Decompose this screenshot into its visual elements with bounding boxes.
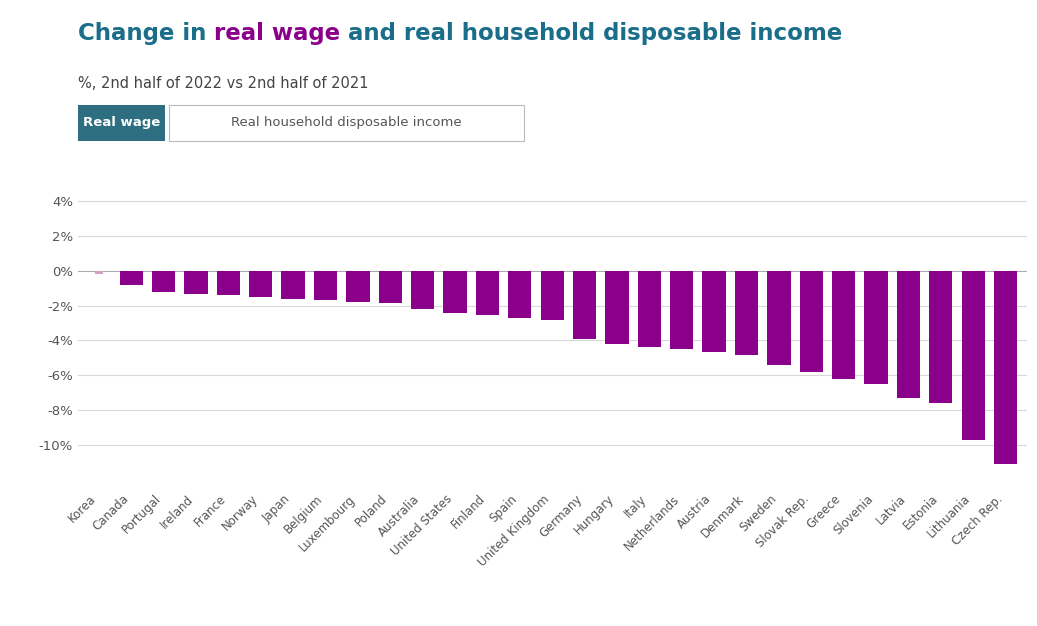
Bar [346,271,369,302]
Bar [606,271,628,344]
Bar [572,271,596,339]
Bar [767,271,790,365]
Bar [169,105,524,141]
Bar [961,271,985,439]
Bar [508,271,532,318]
Bar [832,271,856,379]
Bar [152,271,175,292]
Bar [78,105,165,141]
Bar [865,271,888,384]
Bar [670,271,694,349]
Bar [800,271,823,372]
Bar [476,271,499,316]
Text: real wage: real wage [215,22,340,45]
Bar [411,271,435,309]
Text: and real household disposable income: and real household disposable income [340,22,842,45]
Bar [119,271,143,285]
Bar [379,271,402,303]
Bar [897,271,920,398]
Bar [249,271,273,297]
Bar [185,271,207,294]
Bar [638,271,661,347]
Text: Real household disposable income: Real household disposable income [231,116,461,129]
Text: Real wage: Real wage [83,116,160,129]
Text: Change in: Change in [78,22,215,45]
Bar [281,271,305,299]
Bar [217,271,240,295]
Bar [735,271,758,356]
Bar [444,271,467,312]
Bar [929,271,952,403]
Bar [993,271,1017,464]
Bar [314,271,337,300]
Text: %, 2nd half of 2022 vs 2nd half of 2021: %, 2nd half of 2022 vs 2nd half of 2021 [78,76,368,91]
Bar [702,271,726,352]
Bar [94,271,103,274]
Bar [540,271,564,321]
